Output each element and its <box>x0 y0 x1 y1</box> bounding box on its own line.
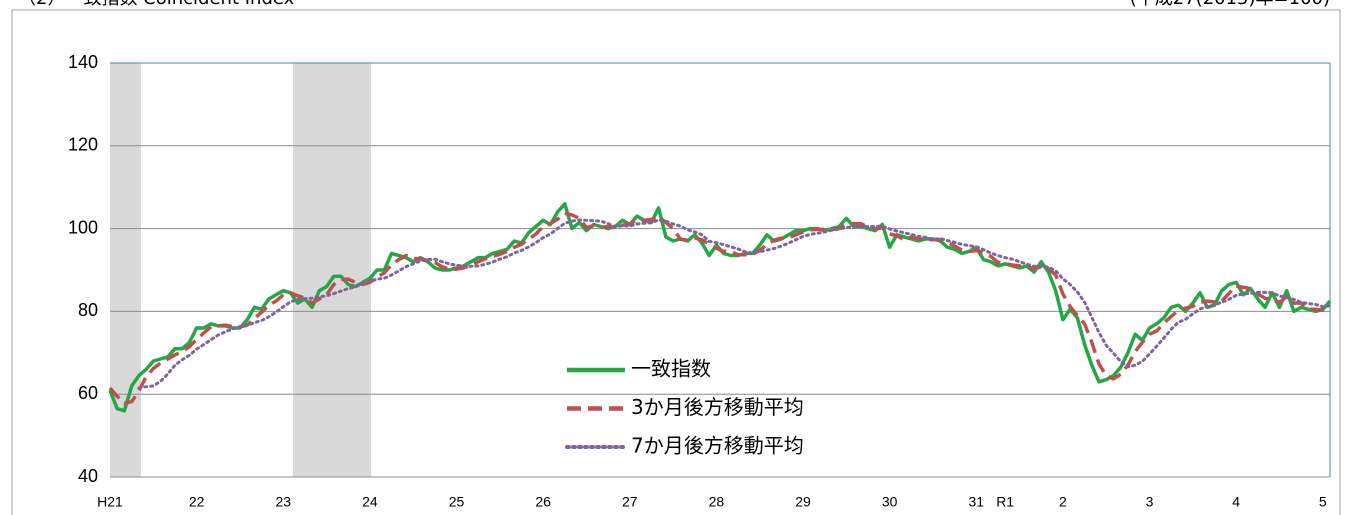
x-tick-label: 5 <box>1319 494 1327 510</box>
chart-subtitle: (平成27(2015)年=100) <box>1130 0 1330 9</box>
x-tick-label: 24 <box>362 494 378 510</box>
x-tick-label: 22 <box>189 494 205 510</box>
chart-title: （2）一致指数 Coincident Index <box>18 0 295 9</box>
chart-frame <box>11 9 1341 515</box>
x-tick-label: R1 <box>996 494 1014 510</box>
legend-label: 一致指数 <box>631 357 711 381</box>
y-tick-label: 140 <box>68 52 98 72</box>
x-tick-label: 25 <box>449 494 465 510</box>
y-tick-label: 40 <box>78 466 98 486</box>
x-tick-label: 31 <box>968 494 984 510</box>
x-tick-label: 30 <box>882 494 898 510</box>
recession-band <box>293 63 371 477</box>
x-tick-label: 27 <box>622 494 638 510</box>
recession-band <box>110 63 141 477</box>
x-tick-label: 28 <box>709 494 725 510</box>
y-tick-label: 100 <box>68 217 98 237</box>
y-tick-label: 120 <box>68 135 98 155</box>
x-tick-label: 29 <box>795 494 811 510</box>
x-tick-label: 4 <box>1232 494 1240 510</box>
y-tick-label: 80 <box>78 300 98 320</box>
x-tick-label: H21 <box>97 494 123 510</box>
y-tick-label: 60 <box>78 383 98 403</box>
x-tick-label: 2 <box>1059 494 1067 510</box>
x-tick-label: 3 <box>1146 494 1154 510</box>
x-tick-label: 26 <box>535 494 551 510</box>
legend-label: 3か月後方移動平均 <box>631 395 804 419</box>
legend-label: 7か月後方移動平均 <box>631 434 804 458</box>
x-tick-label: 23 <box>275 494 291 510</box>
series-line <box>137 218 1332 390</box>
